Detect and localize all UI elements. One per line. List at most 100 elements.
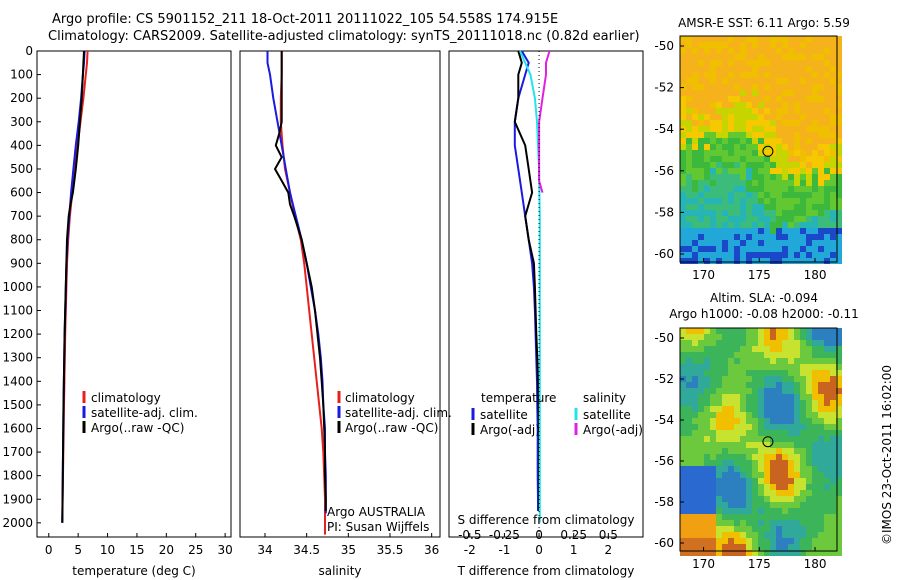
map-cell	[812, 352, 818, 358]
map-cell	[734, 252, 740, 258]
map-cell	[776, 132, 782, 138]
map-cell	[776, 120, 782, 126]
map-cell	[758, 484, 764, 490]
map-cell	[728, 102, 734, 108]
map-cell	[686, 358, 692, 364]
map-cell	[824, 120, 830, 126]
map-cell	[824, 496, 830, 502]
map-cell	[770, 472, 776, 478]
map-cell	[680, 222, 686, 228]
map-cell	[728, 466, 734, 472]
map-cell	[698, 394, 704, 400]
map-cell	[764, 126, 770, 132]
map-cell	[698, 532, 704, 538]
map-cell	[764, 370, 770, 376]
map-cell	[824, 246, 830, 252]
map-cell	[734, 42, 740, 48]
map-cell	[686, 430, 692, 436]
map-cell	[788, 466, 794, 472]
map-cell	[806, 328, 812, 334]
map-cell	[788, 114, 794, 120]
map-cell	[800, 514, 806, 520]
map-cell	[836, 114, 842, 120]
map-cell	[698, 370, 704, 376]
map-cell	[740, 102, 746, 108]
map-cell	[716, 192, 722, 198]
map-cell	[782, 138, 788, 144]
map-cell	[812, 240, 818, 246]
map-cell	[722, 448, 728, 454]
map-cell	[686, 370, 692, 376]
map-cell	[818, 496, 824, 502]
map-cell	[758, 418, 764, 424]
map-cell	[704, 376, 710, 382]
map-cell	[770, 334, 776, 340]
map-cell	[722, 526, 728, 532]
map-cell	[698, 48, 704, 54]
map-cell	[776, 472, 782, 478]
map-cell	[818, 180, 824, 186]
map-cell	[788, 340, 794, 346]
map-cell	[812, 60, 818, 66]
map-cell	[788, 174, 794, 180]
map-cell	[752, 376, 758, 382]
map-cell	[806, 340, 812, 346]
map-cell	[830, 36, 836, 42]
map-cell	[776, 138, 782, 144]
map-cell	[740, 460, 746, 466]
map-cell	[728, 54, 734, 60]
map-cell	[716, 210, 722, 216]
map-cell	[764, 90, 770, 96]
map-cell	[680, 496, 686, 502]
map-cell	[836, 198, 842, 204]
map-y-tick-label: -54	[654, 122, 674, 136]
map-cell	[758, 436, 764, 442]
legend-label: Argo(..raw -QC)	[91, 421, 184, 435]
map-cell	[776, 258, 782, 264]
map-cell	[704, 430, 710, 436]
map-cell	[836, 496, 842, 502]
map-cell	[764, 430, 770, 436]
map-cell	[794, 90, 800, 96]
map-cell	[698, 538, 704, 544]
map-cell	[836, 132, 842, 138]
map-cell	[830, 162, 836, 168]
map-cell	[806, 204, 812, 210]
map-cell	[680, 36, 686, 42]
map-cell	[704, 364, 710, 370]
map-cell	[836, 388, 842, 394]
map-cell	[740, 204, 746, 210]
map-cell	[710, 418, 716, 424]
map-cell	[734, 478, 740, 484]
map-cell	[764, 144, 770, 150]
map-cell	[788, 400, 794, 406]
map-cell	[680, 114, 686, 120]
map-cell	[812, 210, 818, 216]
map-cell	[764, 192, 770, 198]
map-cell	[794, 96, 800, 102]
map-cell	[764, 72, 770, 78]
map-cell	[824, 66, 830, 72]
map-cell	[740, 508, 746, 514]
map-cell	[830, 60, 836, 66]
map-cell	[734, 102, 740, 108]
map-cell	[824, 412, 830, 418]
map-cell	[728, 388, 734, 394]
map-y-tick-label: -60	[654, 247, 674, 261]
map-cell	[704, 246, 710, 252]
map-cell	[836, 108, 842, 114]
map-cell	[764, 388, 770, 394]
map-cell	[794, 216, 800, 222]
map-cell	[746, 156, 752, 162]
map-cell	[734, 48, 740, 54]
map-cell	[692, 84, 698, 90]
argo-position-marker	[762, 145, 774, 157]
map-cell	[728, 174, 734, 180]
map-cell	[794, 532, 800, 538]
map-cell	[728, 484, 734, 490]
map-cell	[800, 252, 806, 258]
map-cell	[710, 102, 716, 108]
map-cell	[782, 126, 788, 132]
map-cell	[836, 502, 842, 508]
